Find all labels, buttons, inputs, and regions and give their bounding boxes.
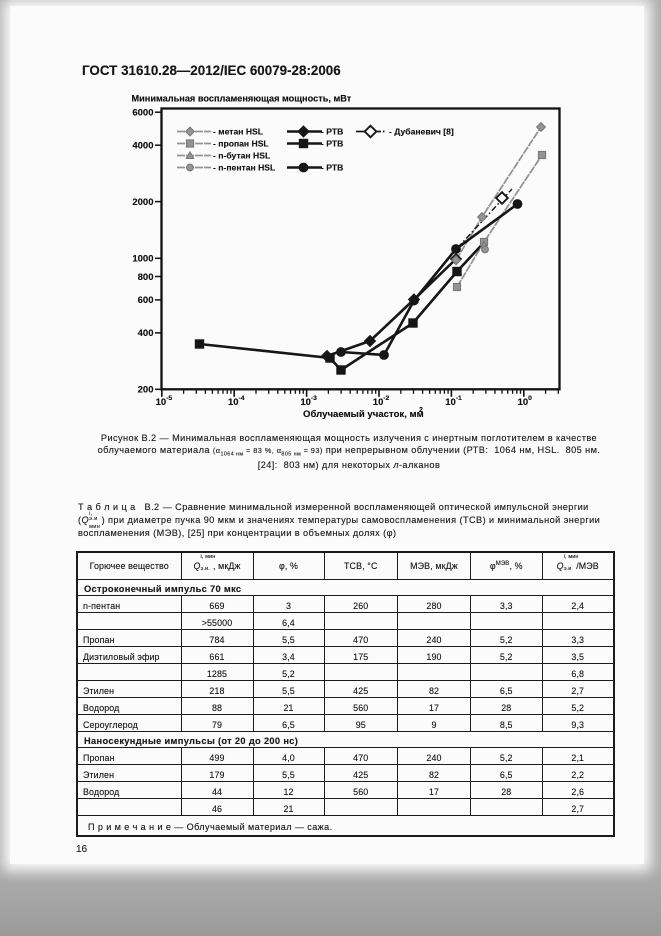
svg-text:400: 400 <box>138 328 154 339</box>
svg-text:0: 0 <box>528 395 532 402</box>
svg-text:- Дубаневич [8]: - Дубаневич [8] <box>389 127 454 137</box>
svg-text:600: 600 <box>138 295 154 306</box>
svg-text:10: 10 <box>300 397 311 408</box>
svg-text:- РТВ: - РТВ <box>321 127 343 137</box>
svg-text:10: 10 <box>445 397 456 408</box>
svg-text:800: 800 <box>138 272 154 283</box>
svg-text:- n-бутан HSL: - n-бутан HSL <box>213 151 270 161</box>
svg-text:1000: 1000 <box>132 254 153 265</box>
svg-text:-2: -2 <box>383 395 389 402</box>
svg-text:10: 10 <box>373 397 384 408</box>
svg-text:10: 10 <box>228 397 239 408</box>
svg-text:- n-пентан HSL: - n-пентан HSL <box>213 163 275 173</box>
svg-text:Минимальная воспламеняющая мощ: Минимальная воспламеняющая мощность, мВт <box>132 94 352 104</box>
svg-text:6000: 6000 <box>132 108 153 119</box>
svg-text:- пропан HSL: - пропан HSL <box>213 139 269 149</box>
svg-text:- РТВ: - РТВ <box>321 163 343 173</box>
svg-text:200: 200 <box>138 385 154 396</box>
svg-text:-1: -1 <box>456 395 462 402</box>
svg-text:10: 10 <box>518 397 529 408</box>
svg-text:4000: 4000 <box>132 141 153 152</box>
svg-text:-3: -3 <box>311 395 317 402</box>
svg-text:-4: -4 <box>239 395 245 402</box>
svg-text:2: 2 <box>419 407 423 414</box>
svg-text:-5: -5 <box>166 395 172 402</box>
svg-text:- РТВ: - РТВ <box>321 139 343 149</box>
svg-text:2000: 2000 <box>132 197 153 208</box>
svg-text:- метан HSL: - метан HSL <box>213 127 263 137</box>
svg-text:Облучаемый участок, мм: Облучаемый участок, мм <box>303 409 424 420</box>
svg-text:10: 10 <box>156 397 167 408</box>
